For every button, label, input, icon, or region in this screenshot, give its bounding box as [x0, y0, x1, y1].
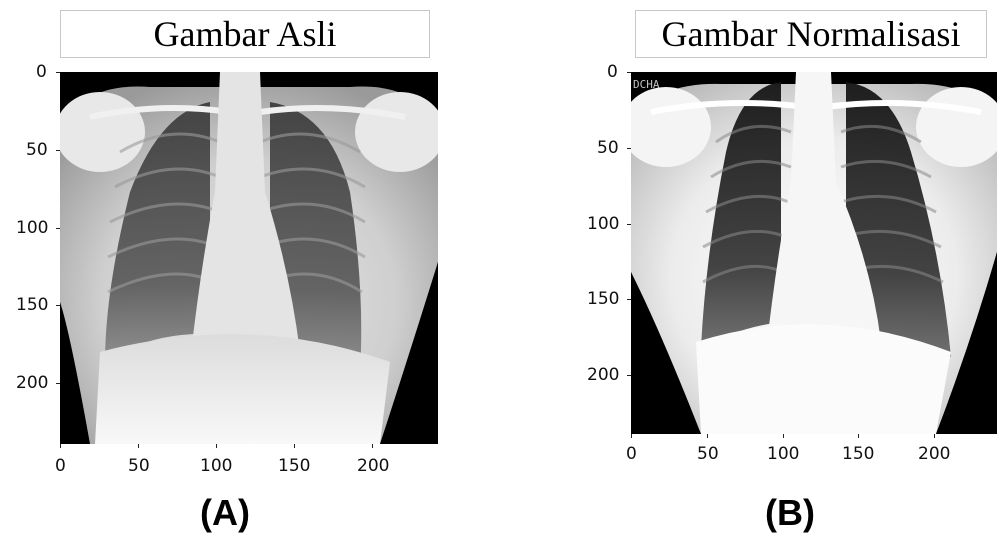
- panel-a-ytick-150: 150: [16, 295, 49, 315]
- panel-b-xtick-0: 0: [626, 444, 637, 464]
- panel-b-ytick-0: 0: [607, 62, 618, 82]
- panel-b-xtick-150: 150: [842, 444, 875, 464]
- panel-a-label: (A): [200, 492, 250, 533]
- panel-a-ytick-100: 100: [16, 218, 49, 238]
- panel-a-xtick-100: 100: [200, 456, 233, 476]
- panel-a-xtick-150: 150: [278, 456, 311, 476]
- panel-a-ytick-200: 200: [16, 373, 49, 393]
- panel-b-ytick-50: 50: [597, 138, 619, 158]
- panel-b-ytick-200: 200: [587, 365, 620, 385]
- panel-a-ytick-50: 50: [26, 140, 48, 160]
- panel-b-ytick-100: 100: [587, 214, 620, 234]
- panel-a-xtick-50: 50: [128, 456, 150, 476]
- panel-a-ytick-0: 0: [36, 62, 47, 82]
- panel-b-xtick-50: 50: [697, 444, 719, 464]
- panel-a-title: Gambar Asli: [60, 10, 430, 58]
- panel-b-ytick-150: 150: [587, 289, 620, 309]
- panel-b-xtick-100: 100: [767, 444, 800, 464]
- panel-b-xray-image: DCHA: [631, 72, 997, 434]
- panel-b-watermark: DCHA: [633, 78, 660, 91]
- panel-a-xray-image: [60, 72, 438, 444]
- panel-b-title: Gambar Normalisasi: [635, 10, 987, 58]
- panel-b-xtick-200: 200: [918, 444, 951, 464]
- panel-a-xtick-0: 0: [55, 456, 66, 476]
- panel-b-label: (B): [765, 492, 815, 533]
- panel-a-xtick-200: 200: [357, 456, 390, 476]
